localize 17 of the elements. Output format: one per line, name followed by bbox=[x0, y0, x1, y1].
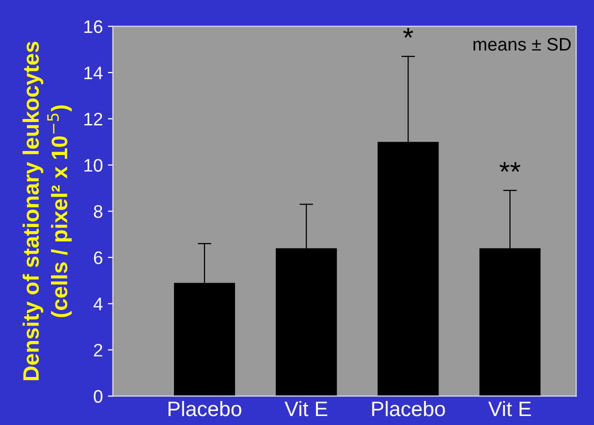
y-tick-label: 14 bbox=[84, 66, 103, 80]
y-axis-title: Density of stationary leukocytes (cells / pixel² x 10$^{−5}$) bbox=[22, 42, 72, 380]
y-tick-label: 0 bbox=[94, 390, 102, 403]
y-tick-label: 4 bbox=[94, 298, 103, 310]
annotation: means ± SD bbox=[474, 38, 571, 51]
x-tick-label: Vit E bbox=[284, 400, 328, 416]
y-tick-label: 10 bbox=[84, 158, 102, 172]
y-tick-label: 2 bbox=[94, 344, 102, 356]
x-tick-label: Vit E bbox=[488, 400, 531, 416]
x-tick-label: Placebo bbox=[168, 400, 242, 416]
x-tick-label: Placebo bbox=[372, 400, 445, 416]
y-tick-label: 8 bbox=[94, 205, 102, 218]
y-tick-label: 12 bbox=[84, 112, 102, 126]
annotation: ** bbox=[500, 162, 520, 172]
y-tick-label: 6 bbox=[94, 251, 102, 264]
y-tick-label: 16 bbox=[84, 20, 102, 34]
annotation: * bbox=[403, 28, 414, 38]
